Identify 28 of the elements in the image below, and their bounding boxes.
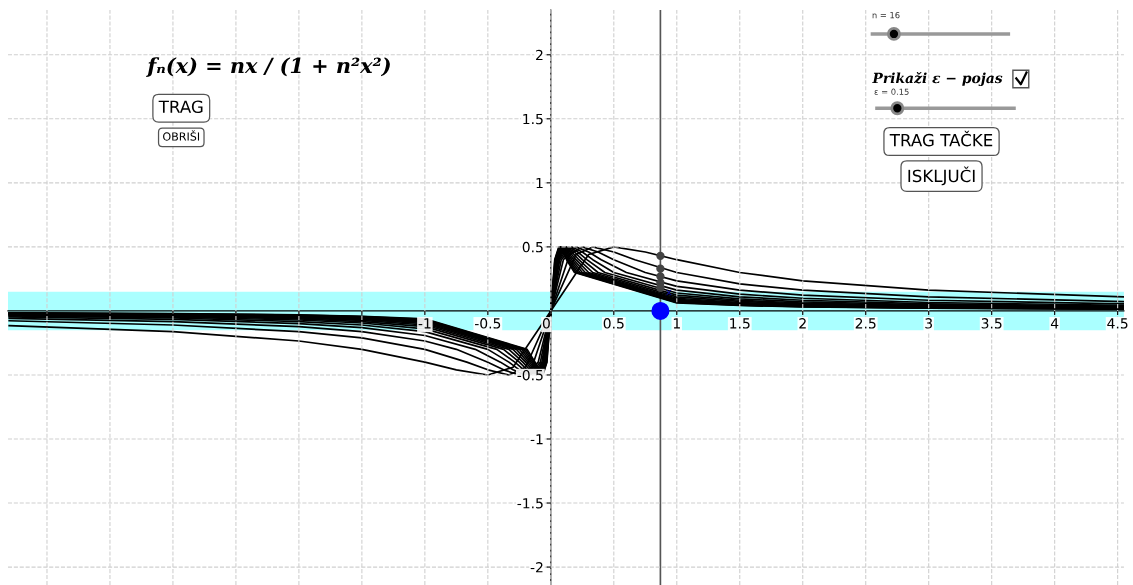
x-tick-label: 3.5 — [981, 318, 1002, 329]
x-tick-label: 0 — [542, 318, 550, 329]
y-tick-label: -1.5 — [517, 498, 543, 509]
x-tick-label: -1 — [418, 318, 431, 329]
y-tick-label: 1.5 — [523, 113, 543, 125]
annotation: ISKLJUČI — [908, 166, 975, 186]
x-tick-label: 0.5 — [603, 318, 624, 329]
y-tick-label: -1 — [530, 434, 543, 445]
annotation: TRAG TAČKE — [889, 130, 993, 147]
annotation: ε = 0.15 — [874, 88, 909, 95]
annotation: fₙ(x) = nx / (1 + n²x²) — [146, 57, 390, 77]
y-tick-label: 1 — [536, 178, 543, 189]
annotation: Prikaži ε − pojas — [872, 71, 1003, 87]
x-tick-label: 1.5 — [730, 318, 750, 329]
y-tick-label: -2 — [530, 562, 543, 573]
y-tick-label: 0.5 — [522, 241, 543, 253]
annotation: OBRIŠI — [163, 130, 200, 141]
annotation: x — [666, 290, 672, 296]
x-tick-label: 4 — [1050, 318, 1059, 329]
x-tick-label: 4.5 — [1107, 318, 1128, 329]
y-tick-label: 2 — [536, 49, 543, 61]
annotation: TRAG — [158, 100, 203, 114]
x-tick-label: 3 — [925, 318, 932, 329]
annotation: n = 16 — [872, 11, 900, 19]
x-tick-label: -0.5 — [474, 318, 501, 329]
x-tick-label: 2.5 — [855, 318, 876, 329]
x-tick-label: 2 — [799, 318, 806, 329]
x-tick-label: 1 — [673, 318, 680, 329]
